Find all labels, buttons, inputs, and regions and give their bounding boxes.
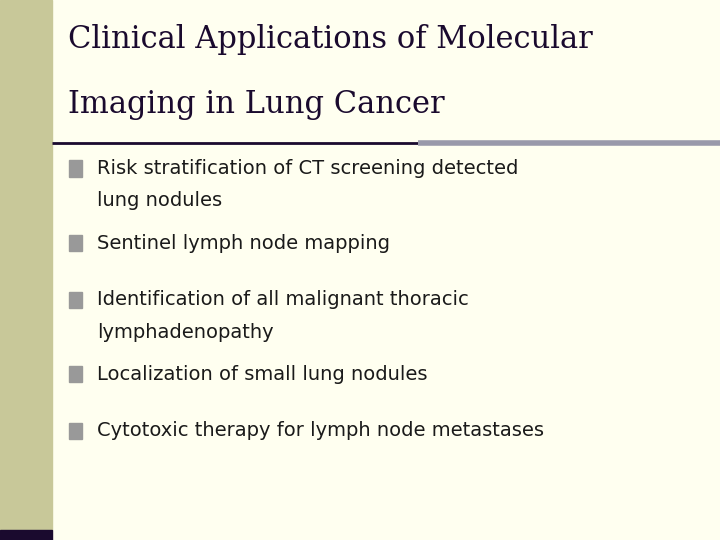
Text: Clinical Applications of Molecular: Clinical Applications of Molecular [68, 24, 593, 55]
Text: Cytotoxic therapy for lymph node metastases: Cytotoxic therapy for lymph node metasta… [97, 421, 544, 441]
Text: lymphadenopathy: lymphadenopathy [97, 322, 274, 342]
Text: Sentinel lymph node mapping: Sentinel lymph node mapping [97, 233, 390, 253]
Text: Risk stratification of CT screening detected: Risk stratification of CT screening dete… [97, 159, 518, 178]
Bar [69, 292, 82, 308]
Bar [69, 423, 82, 439]
Bar [0, 530, 52, 540]
Bar [0, 0, 52, 530]
Text: Identification of all malignant thoracic: Identification of all malignant thoracic [97, 290, 469, 309]
Bar [69, 235, 82, 251]
Bar [69, 160, 82, 177]
Text: Localization of small lung nodules: Localization of small lung nodules [97, 364, 428, 384]
Bar [69, 366, 82, 382]
Text: Imaging in Lung Cancer: Imaging in Lung Cancer [68, 89, 445, 120]
Text: lung nodules: lung nodules [97, 191, 222, 211]
